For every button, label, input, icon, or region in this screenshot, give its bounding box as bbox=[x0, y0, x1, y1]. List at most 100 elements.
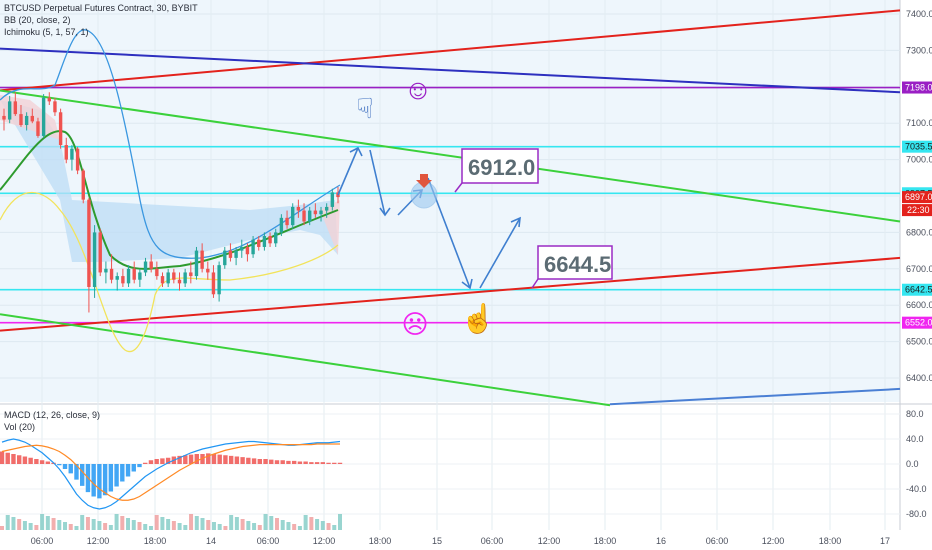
smile-icon: ☺ bbox=[404, 74, 433, 105]
volume-bar bbox=[240, 519, 245, 530]
macd-histogram-bar bbox=[332, 462, 337, 464]
volume-bar bbox=[338, 514, 342, 530]
x-tick-label: 18:00 bbox=[819, 536, 842, 546]
candle-body bbox=[279, 217, 284, 233]
candle-body bbox=[245, 246, 250, 255]
candle-body bbox=[206, 268, 210, 273]
macd-histogram-bar bbox=[217, 454, 222, 464]
macd-histogram-bar bbox=[39, 460, 45, 464]
candle-body bbox=[92, 232, 97, 287]
y-tick-label: 7300.0 bbox=[906, 45, 932, 55]
candle-body bbox=[257, 239, 261, 247]
price-marker-label: 7035.5 bbox=[905, 142, 932, 152]
macd-histogram-bar bbox=[183, 455, 188, 464]
macd-histogram-bar bbox=[102, 464, 108, 496]
bb-legend: BB (20, close, 2) bbox=[4, 15, 71, 25]
volume-bar bbox=[229, 515, 234, 530]
macd-histogram-bar bbox=[120, 464, 125, 482]
macd-histogram-bar bbox=[5, 452, 10, 464]
candle-body bbox=[262, 236, 267, 247]
target-up-label-text: 6912.0 bbox=[468, 155, 535, 180]
main-pane-background bbox=[0, 0, 900, 402]
macd-histogram-bar bbox=[143, 462, 148, 464]
bollinger-lower bbox=[0, 191, 339, 353]
ichimoku-legend: Ichimoku (5, 1, 57, 1) bbox=[4, 27, 89, 37]
trend-line bbox=[0, 47, 901, 94]
volume-bar bbox=[17, 519, 22, 530]
candle-body bbox=[211, 272, 216, 295]
bollinger-upper bbox=[0, 29, 341, 259]
candle-body bbox=[30, 115, 35, 122]
price-marker bbox=[902, 283, 932, 296]
macd-histogram-bar bbox=[303, 461, 308, 464]
price-marker-label: 6642.5 bbox=[905, 285, 932, 295]
macd-histogram-bar bbox=[160, 458, 165, 464]
y-tick-label: 6800.0 bbox=[906, 227, 932, 237]
macd-histogram-bar bbox=[280, 460, 285, 464]
sad-icon: ☹ bbox=[401, 309, 428, 339]
macd-histogram-bar bbox=[188, 454, 194, 464]
macd-histogram-bar bbox=[0, 451, 5, 464]
candle-body bbox=[313, 210, 318, 215]
price-marker bbox=[902, 316, 932, 329]
projection-arrow-head bbox=[349, 146, 363, 157]
projection-arrow bbox=[369, 149, 386, 216]
volume-bar bbox=[194, 516, 199, 530]
x-tick-label: 18:00 bbox=[594, 536, 617, 546]
candle-body bbox=[81, 170, 85, 200]
volume-bar bbox=[211, 522, 216, 530]
volume-bar bbox=[234, 517, 239, 530]
candle-body bbox=[177, 279, 182, 284]
x-tick-label: 16 bbox=[656, 536, 666, 546]
volume-bar bbox=[315, 519, 320, 530]
price-marker-label: 6897.0 bbox=[905, 192, 932, 202]
candle-body bbox=[75, 148, 80, 171]
candle-body bbox=[24, 115, 29, 126]
macd-histogram-bar bbox=[131, 464, 136, 472]
candle-body bbox=[274, 232, 278, 244]
candle-body bbox=[268, 236, 272, 244]
y-tick-label: 7000.0 bbox=[906, 155, 932, 165]
candle-body bbox=[53, 101, 57, 113]
symbol-legend: BTCUSD Perpetual Futures Contract, 30, B… bbox=[4, 3, 198, 13]
volume-bar bbox=[200, 518, 205, 530]
trend-line bbox=[609, 387, 901, 406]
candle-body bbox=[2, 115, 6, 120]
projection-arrow-head bbox=[379, 207, 391, 217]
macd-histogram-bar bbox=[137, 464, 142, 468]
candle-body bbox=[302, 210, 306, 222]
candle-body bbox=[87, 199, 91, 287]
macd-histogram-bar bbox=[286, 460, 291, 464]
candle-body bbox=[200, 250, 204, 269]
volume-bar bbox=[40, 514, 45, 530]
volume-bar bbox=[57, 520, 62, 530]
candle-body bbox=[160, 276, 165, 284]
x-tick-label: 12:00 bbox=[762, 536, 785, 546]
macd-histogram-bar bbox=[326, 462, 331, 464]
candle-body bbox=[319, 210, 323, 215]
macd-histogram-bar bbox=[246, 457, 251, 464]
volume-bar bbox=[22, 521, 27, 530]
macd-histogram-bar bbox=[68, 464, 73, 474]
volume-bar bbox=[177, 523, 182, 530]
x-tick-label: 12:00 bbox=[313, 536, 336, 546]
hand-down-icon: ☟ bbox=[356, 93, 373, 124]
macd-histogram-bar bbox=[297, 461, 303, 464]
macd-histogram-bar bbox=[34, 459, 39, 464]
volume-bar bbox=[126, 518, 131, 530]
volume-bar bbox=[217, 524, 222, 530]
volume-bar bbox=[74, 526, 79, 530]
candle-body bbox=[47, 97, 51, 102]
candle-body bbox=[149, 261, 153, 269]
volume-bar bbox=[34, 525, 39, 530]
x-tick-label: 17 bbox=[880, 536, 890, 546]
volume-bar bbox=[114, 514, 119, 530]
x-tick-label: 12:00 bbox=[87, 536, 110, 546]
macd-histogram-bar bbox=[234, 456, 240, 464]
macd-histogram-bar bbox=[263, 459, 268, 464]
volume-bar bbox=[297, 526, 302, 530]
candle-body bbox=[234, 250, 238, 258]
volume-bar bbox=[11, 517, 16, 530]
x-tick-label: 15 bbox=[432, 536, 442, 546]
